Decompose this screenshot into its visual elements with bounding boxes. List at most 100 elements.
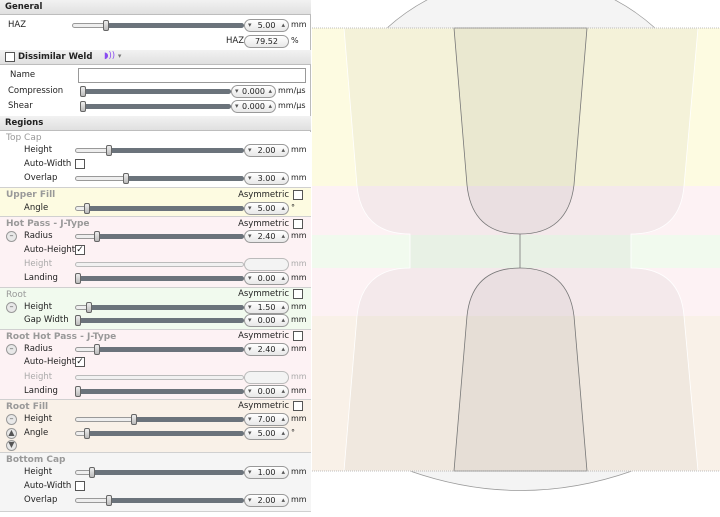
unit: mm xyxy=(291,467,307,476)
collapse-minus-icon[interactable]: – xyxy=(6,344,17,355)
root-hot-pass-height-row: Height mm xyxy=(0,371,311,384)
gap-width-label: Gap Width xyxy=(24,315,69,325)
root-hot-pass-landing-row: Landing ▾ 0.00 ▴ mm xyxy=(0,385,311,398)
unit: mm xyxy=(291,259,307,268)
shear-spinner[interactable]: ▾ 0.000 ▴ xyxy=(231,100,276,113)
collapse-minus-icon[interactable]: – xyxy=(6,414,17,425)
hot-pass-height-slider-disabled xyxy=(75,261,244,268)
asymmetric-checkbox[interactable] xyxy=(293,190,303,200)
hot-pass-landing-spinner[interactable]: ▾ 0.00 ▴ xyxy=(244,272,289,285)
root-height-row: – Height ▾ 1.50 ▴ mm xyxy=(0,301,311,314)
top-cap-height-slider[interactable] xyxy=(75,145,244,156)
upper-fill-angle-row: Angle ▾ 5.00 ▴ ° xyxy=(0,202,311,215)
asymmetric-checkbox[interactable] xyxy=(293,331,303,341)
bottom-cap-overlap-spinner[interactable]: ▾ 2.00 ▴ xyxy=(244,494,289,507)
hot-pass-landing-slider[interactable] xyxy=(75,273,244,284)
compression-slider[interactable] xyxy=(80,86,231,97)
radius-label: Radius xyxy=(24,231,53,241)
root-fill-angle-slider[interactable] xyxy=(75,428,244,439)
auto-width-label: Auto-Width xyxy=(24,481,72,491)
top-cap-title: Top Cap xyxy=(6,133,42,143)
hot-pass-title: Hot Pass - J-Type xyxy=(6,219,90,229)
auto-height-label: Auto-Height xyxy=(24,245,76,255)
upper-fill-band xyxy=(312,28,720,186)
top-cap-overlap-slider[interactable] xyxy=(75,173,244,184)
weld-profile-canvas[interactable] xyxy=(312,0,720,517)
name-row: Name xyxy=(0,68,311,83)
top-cap-height-spinner[interactable]: ▾ 2.00 ▴ xyxy=(244,144,289,157)
root-hot-pass-title: Root Hot Pass - J-Type xyxy=(6,332,117,342)
root-hot-pass-landing-slider[interactable] xyxy=(75,386,244,397)
hot-pass-height-spinner-disabled xyxy=(244,258,289,271)
haz-label: HAZ xyxy=(8,20,27,30)
dissimilar-weld-checkbox[interactable] xyxy=(5,52,15,62)
shear-row: Shear ▾ 0.000 ▴ mm/µs xyxy=(0,100,311,113)
height-label: Height xyxy=(24,145,53,155)
unit: mm xyxy=(291,302,307,311)
root-gap-width-slider[interactable] xyxy=(75,315,244,326)
hot-pass-radius-slider[interactable] xyxy=(75,231,244,242)
root-hot-pass-height-slider-disabled xyxy=(75,374,244,381)
asymmetric-checkbox[interactable] xyxy=(293,401,303,411)
top-groove xyxy=(453,27,588,235)
unit: ° xyxy=(291,428,295,437)
root-gap-width-spinner[interactable]: ▾ 0.00 ▴ xyxy=(244,314,289,327)
bottom-cap-auto-width-checkbox[interactable] xyxy=(75,481,85,491)
unit: mm xyxy=(291,344,307,353)
move-up-icon[interactable]: ▲ xyxy=(6,428,17,439)
compression-unit: mm/µs xyxy=(278,86,306,95)
unit: mm xyxy=(291,414,307,423)
unit: mm xyxy=(291,386,307,395)
overlap-label: Overlap xyxy=(24,495,58,505)
unit: mm xyxy=(291,173,307,182)
top-cap-overlap-spinner[interactable]: ▾ 3.00 ▴ xyxy=(244,172,289,185)
shear-label: Shear xyxy=(8,101,33,111)
root-fill-angle-row: ▲ Angle ▾ 5.00 ▴ ° xyxy=(0,427,311,440)
asymmetric-checkbox[interactable] xyxy=(293,219,303,229)
asymmetric-checkbox[interactable] xyxy=(293,289,303,299)
root-fill-height-spinner[interactable]: ▾ 7.00 ▴ xyxy=(244,413,289,426)
root-fill-section: Root Fill Asymmetric – Height ▾ 7.00 ▴ mm … xyxy=(0,400,311,453)
top-cap-auto-width-checkbox[interactable] xyxy=(75,159,85,169)
shear-slider[interactable] xyxy=(80,101,231,112)
root-height-slider[interactable] xyxy=(75,302,244,313)
bottom-cap-title: Bottom Cap xyxy=(6,455,66,465)
root-title: Root xyxy=(6,290,27,300)
root-hot-pass-radius-spinner[interactable]: ▾ 2.40 ▴ xyxy=(244,343,289,356)
properties-panel: General HAZ ▾ 5.00 ▴ mm HAZ 79.52 % Dissim… xyxy=(0,0,311,512)
upper-fill-angle-slider[interactable] xyxy=(75,203,244,214)
root-fill-height-slider[interactable] xyxy=(75,414,244,425)
move-down-icon[interactable]: ▼ xyxy=(6,440,17,451)
name-input[interactable] xyxy=(78,68,306,83)
root-hot-pass-radius-slider[interactable] xyxy=(75,344,244,355)
top-cap-overlap-row: Overlap ▾ 3.00 ▴ mm xyxy=(0,172,311,185)
root-fill-angle-spinner[interactable]: ▾ 5.00 ▴ xyxy=(244,427,289,440)
collapse-minus-icon[interactable]: – xyxy=(6,302,17,313)
hot-pass-auto-height-row: Auto-Height ✓ xyxy=(0,244,311,257)
bottom-cap-overlap-slider[interactable] xyxy=(75,495,244,506)
root-hot-pass-height-spinner-disabled xyxy=(244,371,289,384)
bottom-cap-height-row: Height ▾ 1.00 ▴ mm xyxy=(0,466,311,479)
root-fill-height-row: – Height ▾ 7.00 ▴ mm xyxy=(0,413,311,426)
haz-slider[interactable] xyxy=(72,20,244,31)
sound-wave-icon[interactable]: ◗)) ▾ xyxy=(104,51,122,61)
height-label: Height xyxy=(24,467,53,477)
hot-pass-radius-spinner[interactable]: ▾ 2.40 ▴ xyxy=(244,230,289,243)
bottom-cap-height-spinner[interactable]: ▾ 1.00 ▴ xyxy=(244,466,289,479)
collapse-minus-icon[interactable]: – xyxy=(6,231,17,242)
haz-percent-field[interactable]: 79.52 xyxy=(244,35,289,48)
bottom-cap-shape xyxy=(409,470,633,491)
landing-label: Landing xyxy=(24,273,58,283)
auto-height-label: Auto-Height xyxy=(24,357,76,367)
root-hot-pass-landing-spinner[interactable]: ▾ 0.00 ▴ xyxy=(244,385,289,398)
hot-pass-auto-height-checkbox[interactable]: ✓ xyxy=(75,245,85,255)
root-height-spinner[interactable]: ▾ 1.50 ▴ xyxy=(244,301,289,314)
bottom-cap-height-slider[interactable] xyxy=(75,467,244,478)
upper-fill-angle-spinner[interactable]: ▾ 5.00 ▴ xyxy=(244,202,289,215)
compression-spinner[interactable]: ▾ 0.000 ▴ xyxy=(231,85,276,98)
height-label: Height xyxy=(24,414,53,424)
unit: mm xyxy=(291,372,307,381)
haz-spinner[interactable]: ▾ 5.00 ▴ xyxy=(244,19,289,32)
bottom-cap-section: Bottom Cap Height ▾ 1.00 ▴ mm Auto-Width O… xyxy=(0,453,311,512)
root-hot-pass-auto-height-checkbox[interactable]: ✓ xyxy=(75,357,85,367)
